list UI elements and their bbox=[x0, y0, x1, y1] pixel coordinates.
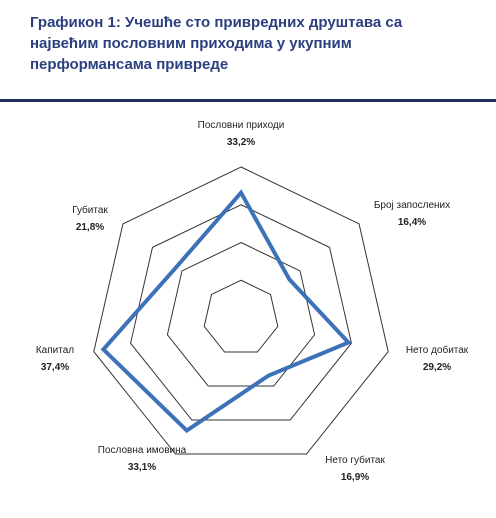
grid-ring bbox=[93, 166, 389, 455]
axis-label-group: Пословна имовина 33,1% bbox=[97, 445, 187, 474]
value-label: 33,1% bbox=[127, 462, 157, 473]
grid-ring bbox=[166, 241, 316, 387]
value-label: 29,2% bbox=[422, 362, 452, 373]
category-label: Пословни приходи bbox=[197, 120, 285, 131]
axis-label-group: Нето добитак 29,2% bbox=[392, 345, 482, 374]
category-label: Губитак bbox=[72, 205, 108, 216]
value-label: 33,2% bbox=[226, 137, 256, 148]
grid-ring bbox=[203, 279, 279, 353]
value-label: 16,9% bbox=[340, 472, 370, 483]
divider bbox=[0, 99, 496, 102]
grid-ring bbox=[130, 204, 352, 421]
chart-title: Графикон 1: Учешће сто привредних друшта… bbox=[30, 14, 403, 73]
value-label: 37,4% bbox=[40, 362, 70, 373]
value-label: 16,4% bbox=[397, 217, 427, 228]
axis-label-group: Нето губитак 16,9% bbox=[310, 455, 400, 484]
axis-label-group: Губитак 21,8% bbox=[45, 205, 135, 234]
series-line bbox=[100, 189, 352, 434]
category-label: Капитал bbox=[35, 345, 75, 356]
axis-label-group: Број запослених 16,4% bbox=[367, 200, 457, 229]
category-label: Број запослених bbox=[373, 200, 451, 211]
category-label: Нето губитак bbox=[325, 455, 385, 466]
category-label: Пословна имовина bbox=[97, 445, 187, 456]
axis-label-group: Капитал 37,4% bbox=[10, 345, 100, 374]
value-label: 21,8% bbox=[75, 222, 105, 233]
category-label: Нето добитак bbox=[405, 345, 469, 356]
axis-label-group: Пословни приходи 33,2% bbox=[196, 120, 286, 149]
